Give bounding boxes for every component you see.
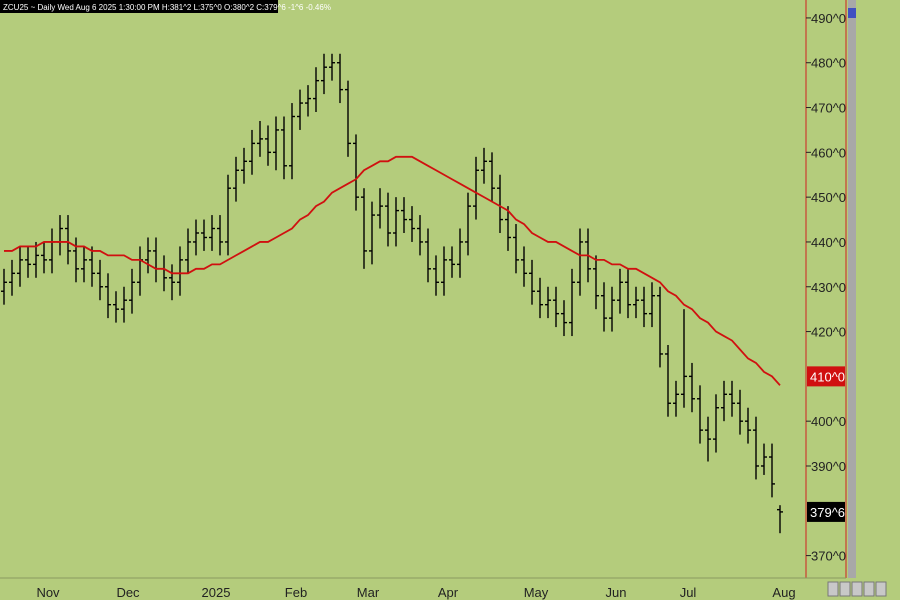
x-tick-label: Nov: [36, 585, 60, 600]
x-tick-label: Mar: [357, 585, 380, 600]
y-tick-label: 490^0: [811, 11, 846, 26]
y-tick-label: 430^0: [811, 280, 846, 295]
chart-title: ZCU25 ~ Daily Wed Aug 6 2025 1:30:00 PM …: [3, 3, 331, 12]
x-tick-label: 2025: [202, 585, 231, 600]
nav-button[interactable]: [827, 581, 839, 597]
nav-buttons: [827, 581, 887, 597]
y-tick-label: 450^0: [811, 190, 846, 205]
ma-label-box: [807, 366, 845, 387]
moving-average: [4, 155, 781, 386]
price-label-box: [807, 501, 845, 522]
scroll-strip: [848, 0, 856, 578]
y-tick-label: 440^0: [811, 235, 846, 250]
y-tick-label: 480^0: [811, 56, 846, 71]
flag-icon[interactable]: [848, 8, 856, 18]
header-box: [0, 0, 278, 13]
x-tick-label: Dec: [116, 585, 140, 600]
x-tick-label: Jun: [606, 585, 627, 600]
x-tick-label: Jul: [680, 585, 697, 600]
nav-button[interactable]: [851, 581, 863, 597]
x-tick-label: Feb: [285, 585, 307, 600]
nav-button[interactable]: [863, 581, 875, 597]
x-tick-label: Apr: [438, 585, 459, 600]
y-tick-label: 370^0: [811, 549, 846, 564]
x-tick-label: Aug: [772, 585, 795, 600]
y-tick-label: 420^0: [811, 325, 846, 340]
nav-button[interactable]: [875, 581, 887, 597]
y-tick-label: 470^0: [811, 101, 846, 116]
y-tick-label: 400^0: [811, 414, 846, 429]
y-tick-label: 460^0: [811, 145, 846, 160]
ma-label: 410^0: [810, 369, 845, 384]
price-label: 379^6: [810, 505, 845, 520]
x-tick-label: May: [524, 585, 549, 600]
nav-button[interactable]: [839, 581, 851, 597]
y-tick-label: 390^0: [811, 459, 846, 474]
